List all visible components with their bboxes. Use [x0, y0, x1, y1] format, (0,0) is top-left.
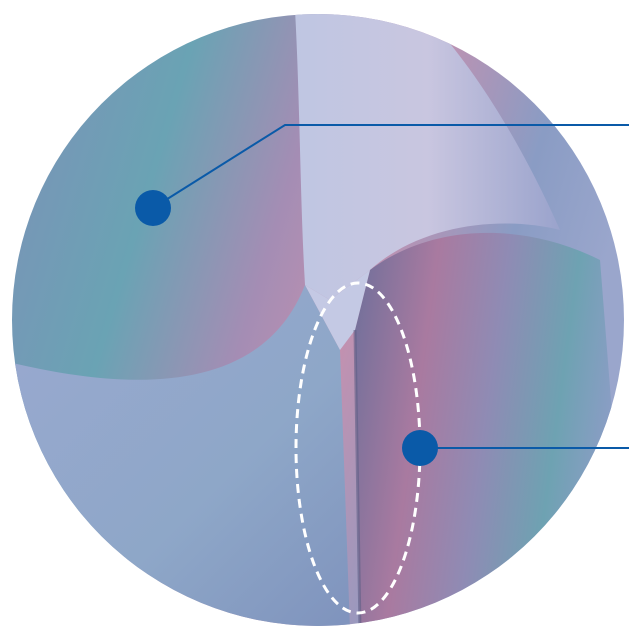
- callout-dot: [135, 190, 171, 226]
- callout-dot: [402, 430, 438, 466]
- callout-line: [152, 124, 629, 209]
